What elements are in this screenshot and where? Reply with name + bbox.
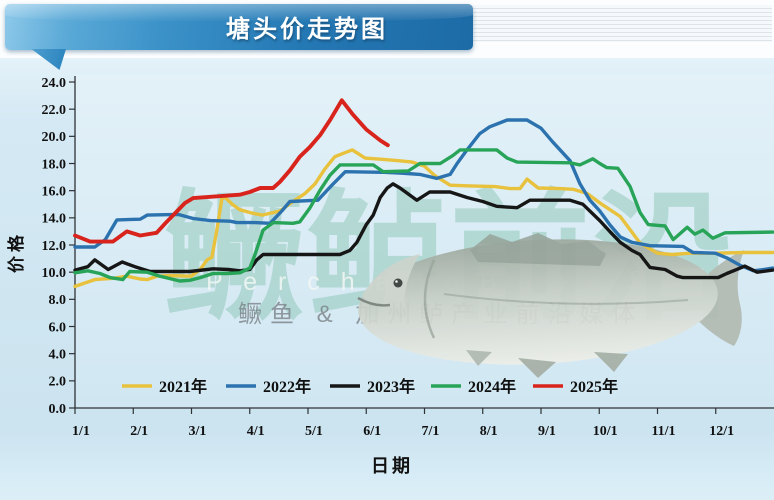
page-title: 塘头价走势图 <box>226 16 388 43</box>
y-axis-title: 价格 <box>6 231 26 273</box>
legend-label-2024年: 2024年 <box>468 377 516 396</box>
y-tick-label: 22.0 <box>42 103 67 118</box>
x-tick-label: 6/1 <box>363 424 381 439</box>
x-tick-label: 12/1 <box>709 424 734 439</box>
fish-image <box>357 233 744 378</box>
x-tick-label: 8/1 <box>480 424 498 439</box>
legend-label-2022年: 2022年 <box>263 377 311 396</box>
series-lines <box>73 98 774 289</box>
x-tick-label: 11/1 <box>651 424 675 439</box>
y-tick-label: 12.0 <box>42 239 67 254</box>
y-tick-label: 14.0 <box>42 212 67 227</box>
legend-label-2021年: 2021年 <box>159 377 207 396</box>
y-tick-label: 4.0 <box>49 347 67 362</box>
series-line-2022年 <box>73 118 774 273</box>
title-banner <box>5 4 473 50</box>
y-tick-label: 0.0 <box>49 402 67 417</box>
y-tick-label: 24.0 <box>42 76 67 91</box>
legend-label-2023年: 2023年 <box>367 377 415 396</box>
x-tick-label: 10/1 <box>593 424 618 439</box>
x-tick-label: 1/1 <box>72 424 90 439</box>
legend-label-2025年: 2025年 <box>570 377 618 396</box>
y-tick-label: 2.0 <box>49 375 67 390</box>
series-line-2024年 <box>73 148 774 283</box>
series-line-2023年 <box>73 182 774 280</box>
axes: 0.0 2.0 4.0 6.0 8.0 10.0 12.0 14.0 16.0 18.0 20.0 2… <box>42 76 774 439</box>
x-tick-label: 5/1 <box>305 424 323 439</box>
x-tick-label: 2/1 <box>130 424 148 439</box>
series-line-2025年 <box>73 98 390 244</box>
y-tick-label: 18.0 <box>42 157 67 172</box>
y-tick-label: 6.0 <box>49 320 67 335</box>
y-tick-label: 16.0 <box>42 184 67 199</box>
series-line-2021年 <box>73 148 774 289</box>
x-tick-label: 3/1 <box>189 424 207 439</box>
y-tick-label: 20.0 <box>42 130 67 145</box>
pinstripe-decoration <box>468 5 772 42</box>
x-tick-label: 7/1 <box>422 424 440 439</box>
y-tick-label: 8.0 <box>49 293 67 308</box>
y-tick-label: 10.0 <box>42 266 67 281</box>
legend: 2021年 2022年 2023年 2024年 2025年 <box>122 377 618 396</box>
x-tick-label: 9/1 <box>538 424 556 439</box>
x-tick-label: 4/1 <box>247 424 265 439</box>
x-axis-title: 日期 <box>371 456 413 476</box>
